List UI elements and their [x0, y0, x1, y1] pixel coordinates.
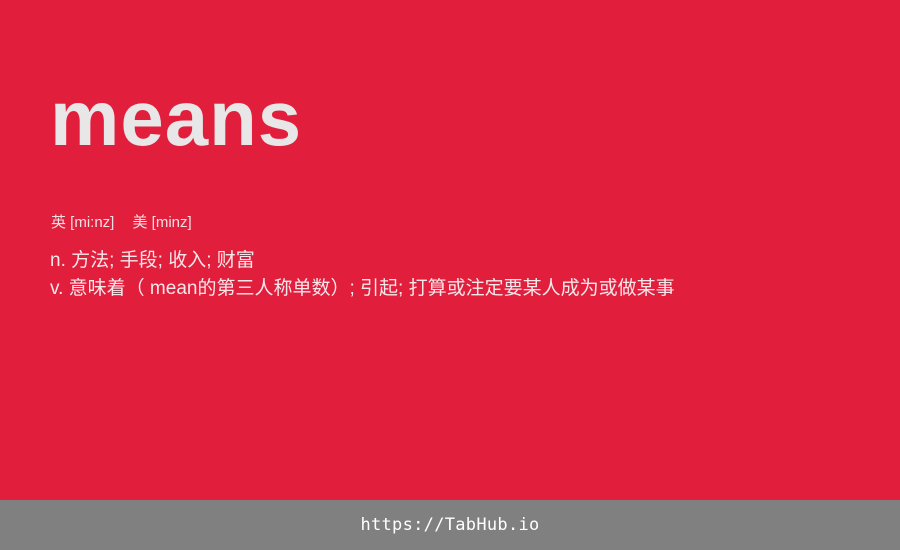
- phonetics: 英 [mi:nz] 美 [minz]: [51, 213, 192, 233]
- definitions: n. 方法; 手段; 收入; 财富 v. 意味着（ mean的第三人称单数）; …: [50, 247, 675, 303]
- definition-noun: n. 方法; 手段; 收入; 财富: [50, 250, 255, 271]
- phonetic-uk: 英 [mi:nz]: [51, 214, 115, 231]
- definition-verb: v. 意味着（ mean的第三人称单数）; 引起; 打算或注定要某人成为或做某事: [50, 278, 675, 299]
- phonetic-us: 美 [minz]: [132, 214, 192, 231]
- footer-bar: https://TabHub.io: [0, 500, 900, 550]
- footer-url[interactable]: https://TabHub.io: [360, 515, 540, 535]
- headword: means: [50, 74, 303, 162]
- word-card: means 英 [mi:nz] 美 [minz] n. 方法; 手段; 收入; …: [50, 74, 675, 303]
